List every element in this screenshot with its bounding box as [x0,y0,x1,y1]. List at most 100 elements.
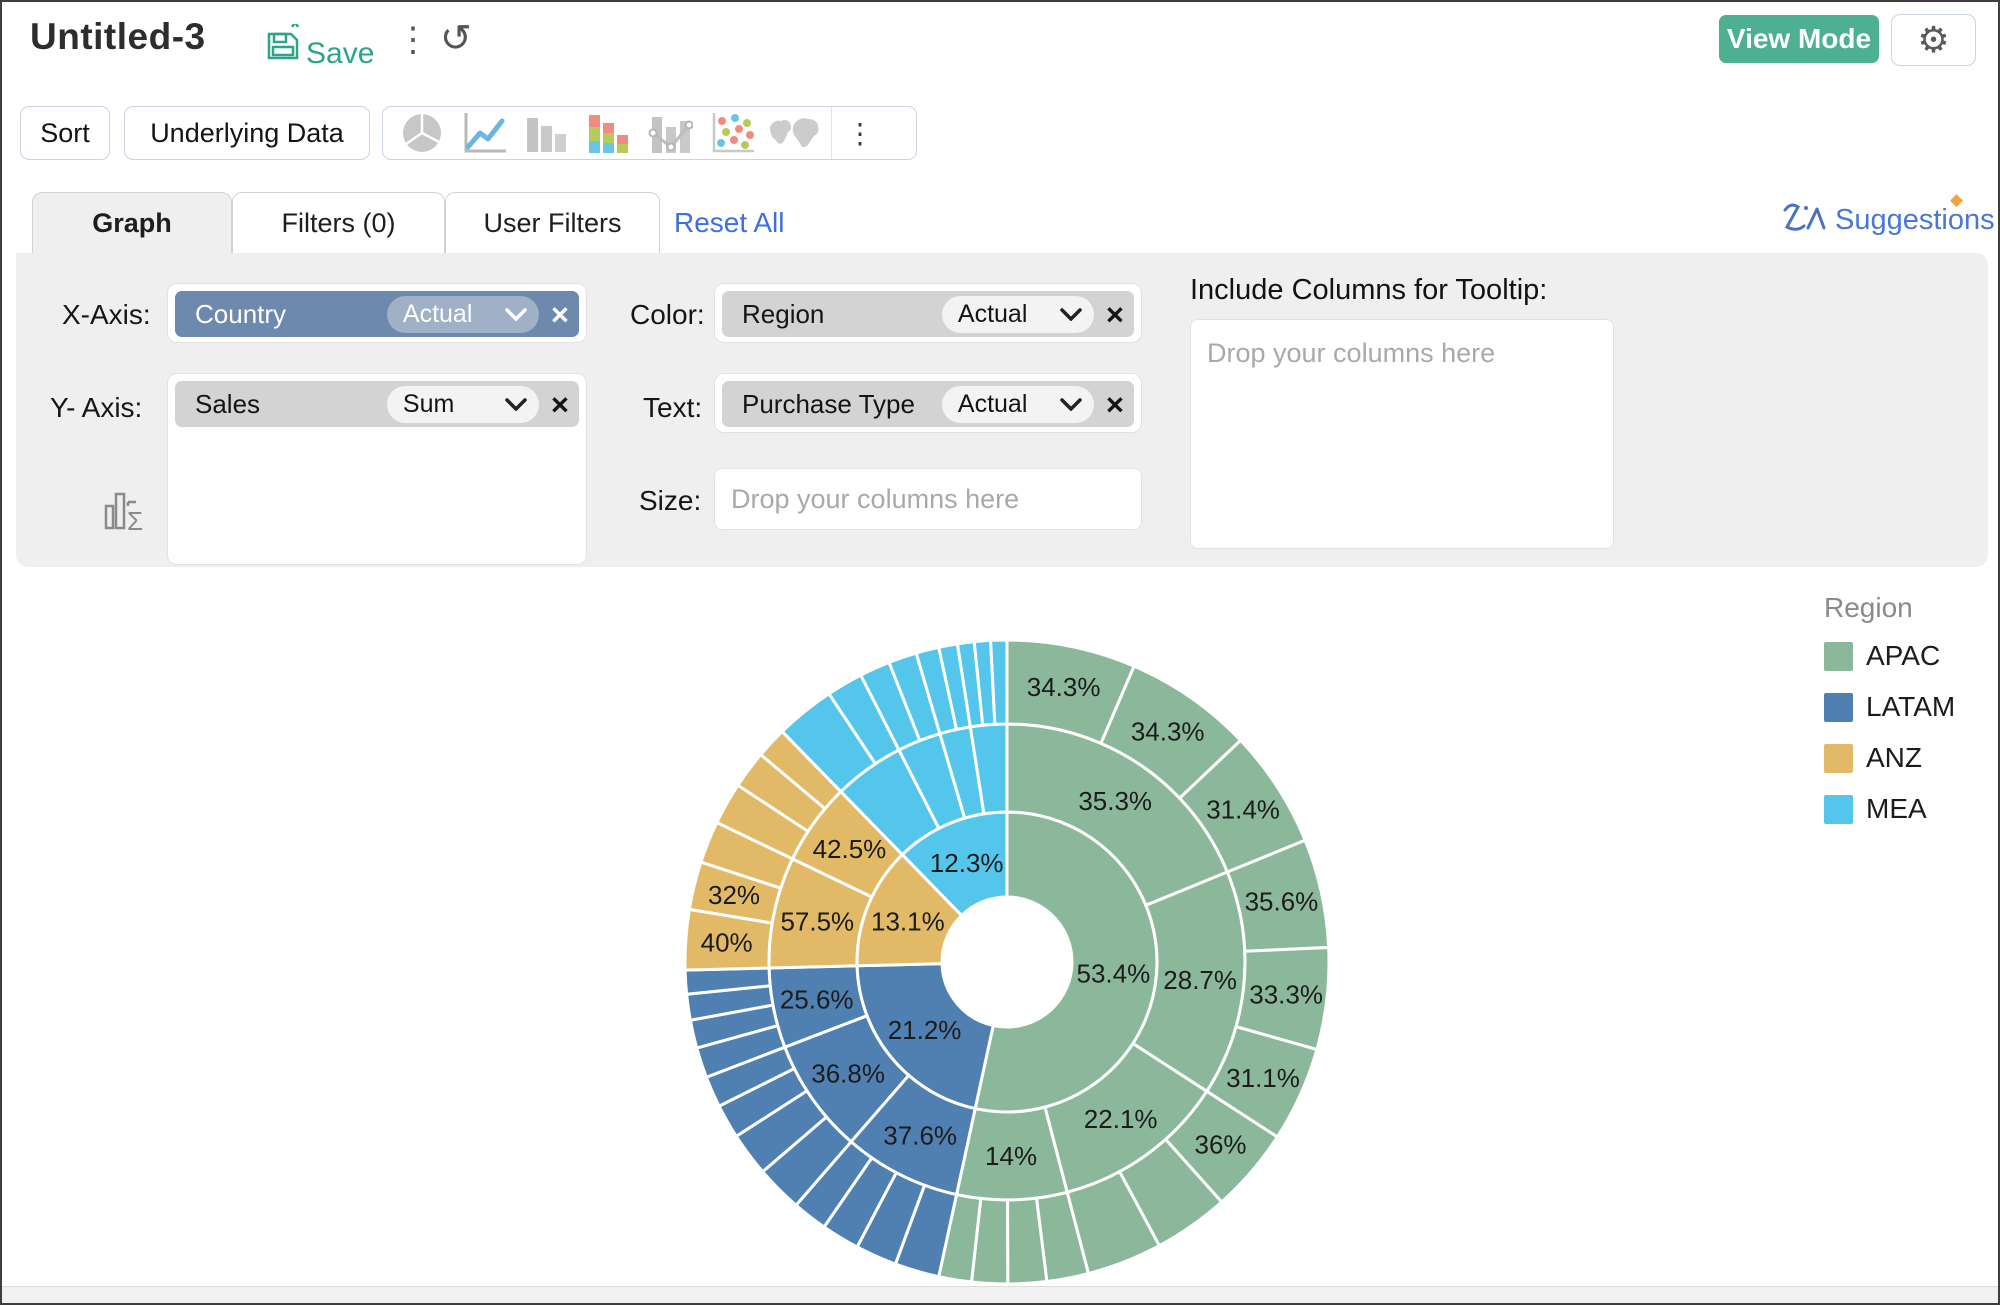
text-field: Purchase Type [742,388,915,419]
line-chart-icon[interactable] [453,111,515,155]
map-icon[interactable] [763,111,825,155]
chart-legend: Region APAC LATAM ANZ MEA [1824,592,1955,844]
chevron-down-icon [1060,307,1082,321]
segment-label: 34.3% [1027,672,1101,702]
chevron-down-icon [1060,397,1082,411]
zia-suggestions-link[interactable]: Suggestions [1781,200,1995,241]
x-axis-dropzone[interactable]: Country Actual × [167,283,587,343]
legend-item-label: ANZ [1866,742,1922,773]
chevron-down-icon [505,307,527,321]
close-icon[interactable]: × [1105,296,1124,332]
segment-label: 12.3% [930,848,1004,878]
legend-title: Region [1824,592,1913,623]
x-axis-agg-dropdown[interactable]: Actual [386,295,539,333]
segment-label: 37.6% [883,1120,957,1150]
y-axis-chip[interactable]: Sales Sum × [175,381,579,427]
page-title: Untitled-3 [30,16,206,57]
segment-label: 57.5% [780,906,854,936]
combo-chart-icon[interactable] [639,111,701,155]
segment-label: 21.2% [888,1015,962,1045]
tooltip-columns-heading: Include Columns for Tooltip: [1190,274,1548,306]
save-button-label: Save [306,37,375,70]
tooltip-placeholder: Drop your columns here [1207,338,1496,368]
chart-type-toolbar: ⋮ [382,106,917,160]
more-chart-types-icon[interactable]: ⋮ [846,117,874,149]
y-axis-dropzone[interactable]: Sales Sum × [167,373,587,565]
footer-strip [2,1286,1998,1303]
color-label: Color: [630,299,705,330]
segment-label: 35.3% [1078,786,1152,816]
segment-label: 13.1% [871,907,945,937]
size-dropzone[interactable]: Drop your columns here [714,468,1142,530]
size-label: Size: [639,485,702,516]
tab-graph[interactable]: Graph [32,192,232,254]
view-mode-button[interactable]: View Mode [1719,15,1879,63]
x-axis-label: X-Axis: [62,299,151,330]
svg-text:Σ: Σ [127,506,143,534]
text-dropzone[interactable]: Purchase Type Actual × [714,373,1142,433]
svg-text:*: * [290,24,301,42]
sort-button[interactable]: Sort [20,106,110,160]
segment-label: 31.4% [1206,795,1280,825]
segment-label: 36% [1194,1130,1246,1160]
toolbar-divider [831,107,832,159]
save-button[interactable]: * Save [264,12,375,70]
underlying-data-button[interactable]: Underlying Data [124,106,370,160]
save-icon: * [264,12,302,69]
suggestions-label: Suggestions [1835,204,1995,236]
color-dropzone[interactable]: Region Actual × [714,283,1142,343]
scatter-plot-icon[interactable] [701,111,763,155]
legend-item[interactable]: LATAM [1824,691,1955,723]
summarize-icon[interactable]: Σ [104,488,156,539]
y-axis-label: Y- Axis: [50,392,143,423]
legend-item[interactable]: ANZ [1824,742,1955,774]
sparkle-icon: ◆ [1950,190,1964,209]
color-field: Region [742,298,825,329]
chevron-down-icon [505,397,527,411]
legend-swatch [1824,641,1853,671]
text-chip[interactable]: Purchase Type Actual × [722,381,1134,427]
segment-label: 35.6% [1245,887,1319,917]
settings-button[interactable]: ⚙ [1891,14,1976,66]
bar-chart-icon[interactable] [515,111,577,155]
segment-label: 40% [701,927,753,957]
tooltip-dropzone[interactable]: Drop your columns here [1190,319,1614,549]
size-placeholder: Drop your columns here [731,483,1020,514]
legend-swatch [1824,743,1853,773]
tab-filters[interactable]: Filters (0) [232,192,445,254]
undo-icon[interactable]: ↺ [440,18,472,60]
sunburst-chart[interactable]: 53.4% 35.3% 34.3% 34.3% 31.4% 28.7% 35.6% 33.3%… [2,562,2000,1305]
color-chip[interactable]: Region Actual × [722,291,1134,337]
segment-label: 33.3% [1249,979,1323,1009]
legend-item[interactable]: APAC [1824,640,1955,672]
close-icon[interactable]: × [550,296,569,332]
zia-icon [1781,200,1827,241]
sunburst-segment[interactable] [989,638,1009,726]
close-icon[interactable]: × [550,386,569,422]
legend-item[interactable]: MEA [1824,793,1955,825]
legend-item-label: MEA [1866,793,1927,824]
pie-chart-icon[interactable] [391,111,453,155]
segment-label: 14% [985,1141,1037,1171]
tab-user-filters[interactable]: User Filters [445,192,660,254]
segment-label: 34.3% [1131,716,1205,746]
more-options-icon[interactable]: ⋮ [396,21,430,59]
segment-label: 32% [708,880,760,910]
color-agg-dropdown[interactable]: Actual [941,295,1094,333]
text-label: Text: [643,392,703,423]
text-agg-dropdown[interactable]: Actual [941,385,1094,423]
legend-swatch [1824,794,1853,824]
close-icon[interactable]: × [1105,386,1124,422]
reset-all-link[interactable]: Reset All [674,207,785,238]
segment-label: 28.7% [1163,965,1237,995]
x-axis-field: Country [195,298,287,329]
legend-item-label: APAC [1866,640,1941,671]
segment-label: 22.1% [1084,1104,1158,1134]
y-axis-agg-dropdown[interactable]: Sum [386,385,539,423]
gear-icon: ⚙ [1917,19,1950,60]
legend-item-label: LATAM [1866,691,1956,722]
x-axis-chip[interactable]: Country Actual × [175,291,579,337]
y-axis-field: Sales [195,388,261,419]
stacked-bar-chart-icon[interactable] [577,111,639,155]
